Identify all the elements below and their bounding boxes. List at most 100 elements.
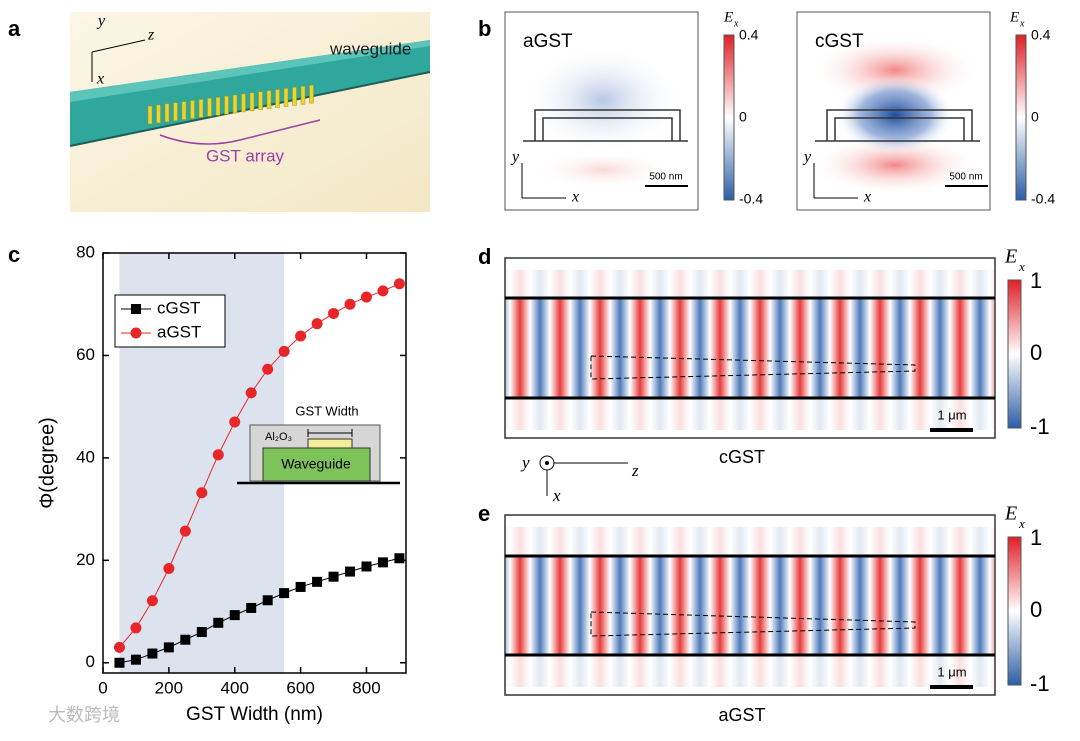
point — [131, 304, 141, 314]
gst-bar — [283, 88, 289, 107]
gst-array — [147, 84, 314, 125]
panel-label: e — [478, 501, 490, 526]
point — [278, 345, 290, 357]
colorbar-tick: 0 — [1030, 340, 1042, 365]
axis-label: x — [96, 71, 104, 88]
colorbar-tick: 1 — [1030, 525, 1042, 550]
point — [229, 416, 241, 428]
point — [295, 330, 307, 342]
colorbar-tick: 0 — [1030, 597, 1042, 622]
gst-bar — [275, 89, 280, 108]
gst-bar — [292, 87, 297, 106]
field-map — [796, 11, 991, 211]
axis-label: x — [863, 189, 871, 206]
gst-bar — [190, 100, 195, 119]
point — [163, 642, 174, 653]
y-tick-label: 0 — [86, 652, 95, 671]
colorbar-title: E — [723, 9, 733, 25]
panel-label: c — [8, 242, 20, 267]
point — [311, 318, 323, 330]
gst-bar — [156, 104, 161, 124]
point — [213, 617, 224, 628]
point — [113, 641, 125, 653]
gst-bar — [198, 99, 204, 118]
inset-label: GST Width — [295, 403, 358, 418]
colorbar — [723, 34, 735, 201]
field-map — [504, 514, 996, 696]
colorbar-tick: 0.4 — [739, 27, 759, 43]
waveguide-top — [70, 40, 430, 102]
y-axis-label: Φ(degree) — [36, 417, 58, 509]
colorbar-tick: -1 — [1030, 671, 1050, 696]
y-tick-label: 40 — [76, 447, 95, 466]
point — [130, 622, 142, 634]
colorbar-title: E — [1009, 9, 1019, 25]
gst-bar — [232, 94, 238, 114]
point — [262, 363, 274, 375]
point — [279, 588, 290, 599]
colorbar-title: x — [1019, 18, 1025, 29]
point — [130, 654, 141, 665]
axis-arrow — [521, 163, 566, 199]
y-tick-label: 80 — [76, 242, 95, 261]
colorbar-tick: 0 — [739, 109, 747, 125]
point — [180, 634, 191, 645]
scale-label: 1 μm — [937, 407, 966, 422]
colorbar-tick: -0.4 — [1031, 191, 1055, 207]
point — [312, 576, 323, 587]
inset-label: Al₂O₃ — [265, 431, 292, 443]
colorbar-title: E — [1004, 246, 1017, 268]
colorbar-title: x — [733, 18, 739, 29]
point — [345, 566, 356, 577]
axis-label: x — [571, 189, 579, 206]
map-caption: aGST — [718, 705, 765, 725]
point — [130, 327, 142, 339]
axis-arrow — [813, 163, 858, 199]
axis-label: y — [520, 453, 530, 472]
point — [147, 648, 158, 659]
point — [196, 487, 208, 499]
axis-label: z — [147, 27, 155, 44]
gst-bar — [224, 95, 229, 115]
point — [360, 291, 372, 303]
point — [393, 278, 405, 290]
y-tick-label: 20 — [76, 550, 95, 569]
point — [229, 610, 240, 621]
waveguide-label: waveguide — [329, 39, 411, 58]
x-tick-label: 400 — [221, 678, 249, 697]
gst-bar — [258, 91, 263, 110]
colorbar-tick: 0 — [1031, 109, 1039, 125]
colorbar-title: x — [1018, 516, 1025, 531]
point — [179, 525, 191, 537]
colorbar-tick: 0.4 — [1031, 27, 1051, 43]
gst-bar — [173, 102, 178, 121]
x-tick-label: 200 — [155, 678, 183, 697]
gst-bar — [164, 103, 170, 123]
point — [377, 285, 389, 297]
point — [394, 553, 405, 564]
colorbar-tick: -1 — [1030, 414, 1050, 439]
legend-label: cGST — [157, 298, 200, 317]
inset-label: Waveguide — [281, 456, 351, 472]
legend-label: aGST — [157, 322, 201, 341]
panel-label: b — [478, 16, 491, 41]
panel-label: d — [478, 244, 491, 269]
colorbar — [1007, 279, 1022, 429]
point — [328, 307, 340, 319]
colorbar-tick: -0.4 — [739, 191, 763, 207]
gst-bar — [266, 90, 272, 109]
point — [328, 571, 339, 582]
axis-label: y — [802, 149, 812, 166]
colorbar-title: x — [1018, 259, 1025, 274]
map-title: aGST — [523, 31, 573, 52]
axis-label: y — [96, 13, 106, 30]
point — [262, 595, 273, 606]
y-tick-label: 60 — [76, 345, 95, 364]
legend-box — [114, 294, 226, 348]
point — [295, 581, 306, 592]
colorbar — [1015, 34, 1027, 201]
axis-label: x — [552, 486, 561, 505]
point — [361, 561, 372, 572]
axis-arrow — [91, 39, 146, 53]
gst-bar — [241, 93, 246, 113]
